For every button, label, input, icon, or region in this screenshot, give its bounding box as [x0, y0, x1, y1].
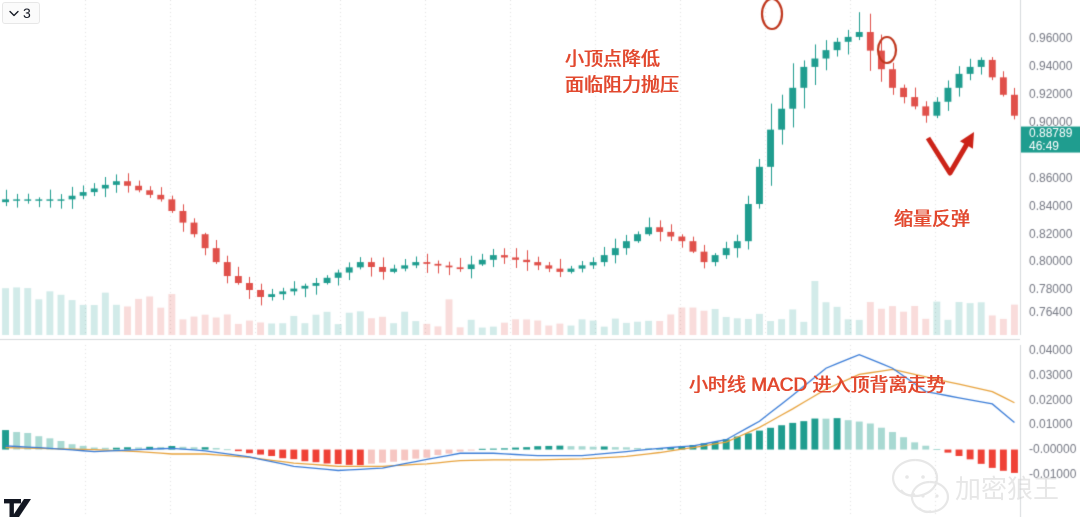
svg-text:加密狼王: 加密狼王	[955, 474, 1059, 504]
